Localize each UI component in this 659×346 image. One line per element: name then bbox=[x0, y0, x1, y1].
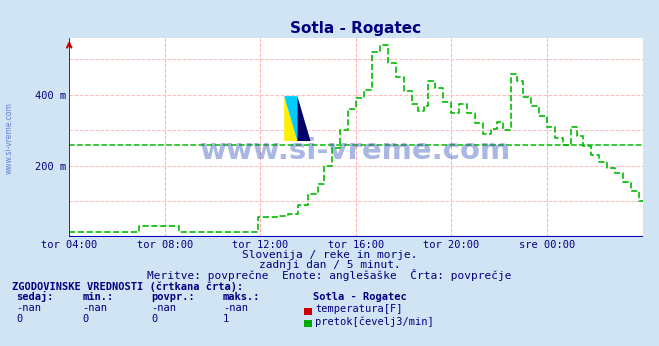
Text: ZGODOVINSKE VREDNOSTI (črtkana črta):: ZGODOVINSKE VREDNOSTI (črtkana črta): bbox=[12, 281, 243, 292]
Polygon shape bbox=[284, 96, 297, 141]
Text: zadnji dan / 5 minut.: zadnji dan / 5 minut. bbox=[258, 260, 401, 270]
Text: 0: 0 bbox=[16, 315, 22, 325]
Text: www.si-vreme.com: www.si-vreme.com bbox=[200, 137, 511, 165]
Text: min.:: min.: bbox=[82, 292, 113, 302]
Text: Meritve: povprečne  Enote: anglešaške  Črta: povprečje: Meritve: povprečne Enote: anglešaške Črt… bbox=[147, 268, 512, 281]
Text: -nan: -nan bbox=[16, 303, 42, 313]
Text: -nan: -nan bbox=[82, 303, 107, 313]
Polygon shape bbox=[297, 96, 310, 141]
Text: Slovenija / reke in morje.: Slovenija / reke in morje. bbox=[242, 250, 417, 260]
Title: Sotla - Rogatec: Sotla - Rogatec bbox=[291, 20, 421, 36]
Text: -nan: -nan bbox=[223, 303, 248, 313]
Text: www.si-vreme.com: www.si-vreme.com bbox=[5, 102, 14, 174]
Text: 0: 0 bbox=[82, 315, 88, 325]
Text: maks.:: maks.: bbox=[223, 292, 260, 302]
Text: 1: 1 bbox=[223, 315, 229, 325]
Text: temperatura[F]: temperatura[F] bbox=[315, 304, 403, 314]
Polygon shape bbox=[284, 96, 297, 141]
Text: -nan: -nan bbox=[152, 303, 177, 313]
Text: Sotla - Rogatec: Sotla - Rogatec bbox=[313, 292, 407, 302]
Text: 0: 0 bbox=[152, 315, 158, 325]
Text: sedaj:: sedaj: bbox=[16, 291, 54, 302]
Text: pretok[čevelj3/min]: pretok[čevelj3/min] bbox=[315, 316, 434, 327]
Text: povpr.:: povpr.: bbox=[152, 292, 195, 302]
